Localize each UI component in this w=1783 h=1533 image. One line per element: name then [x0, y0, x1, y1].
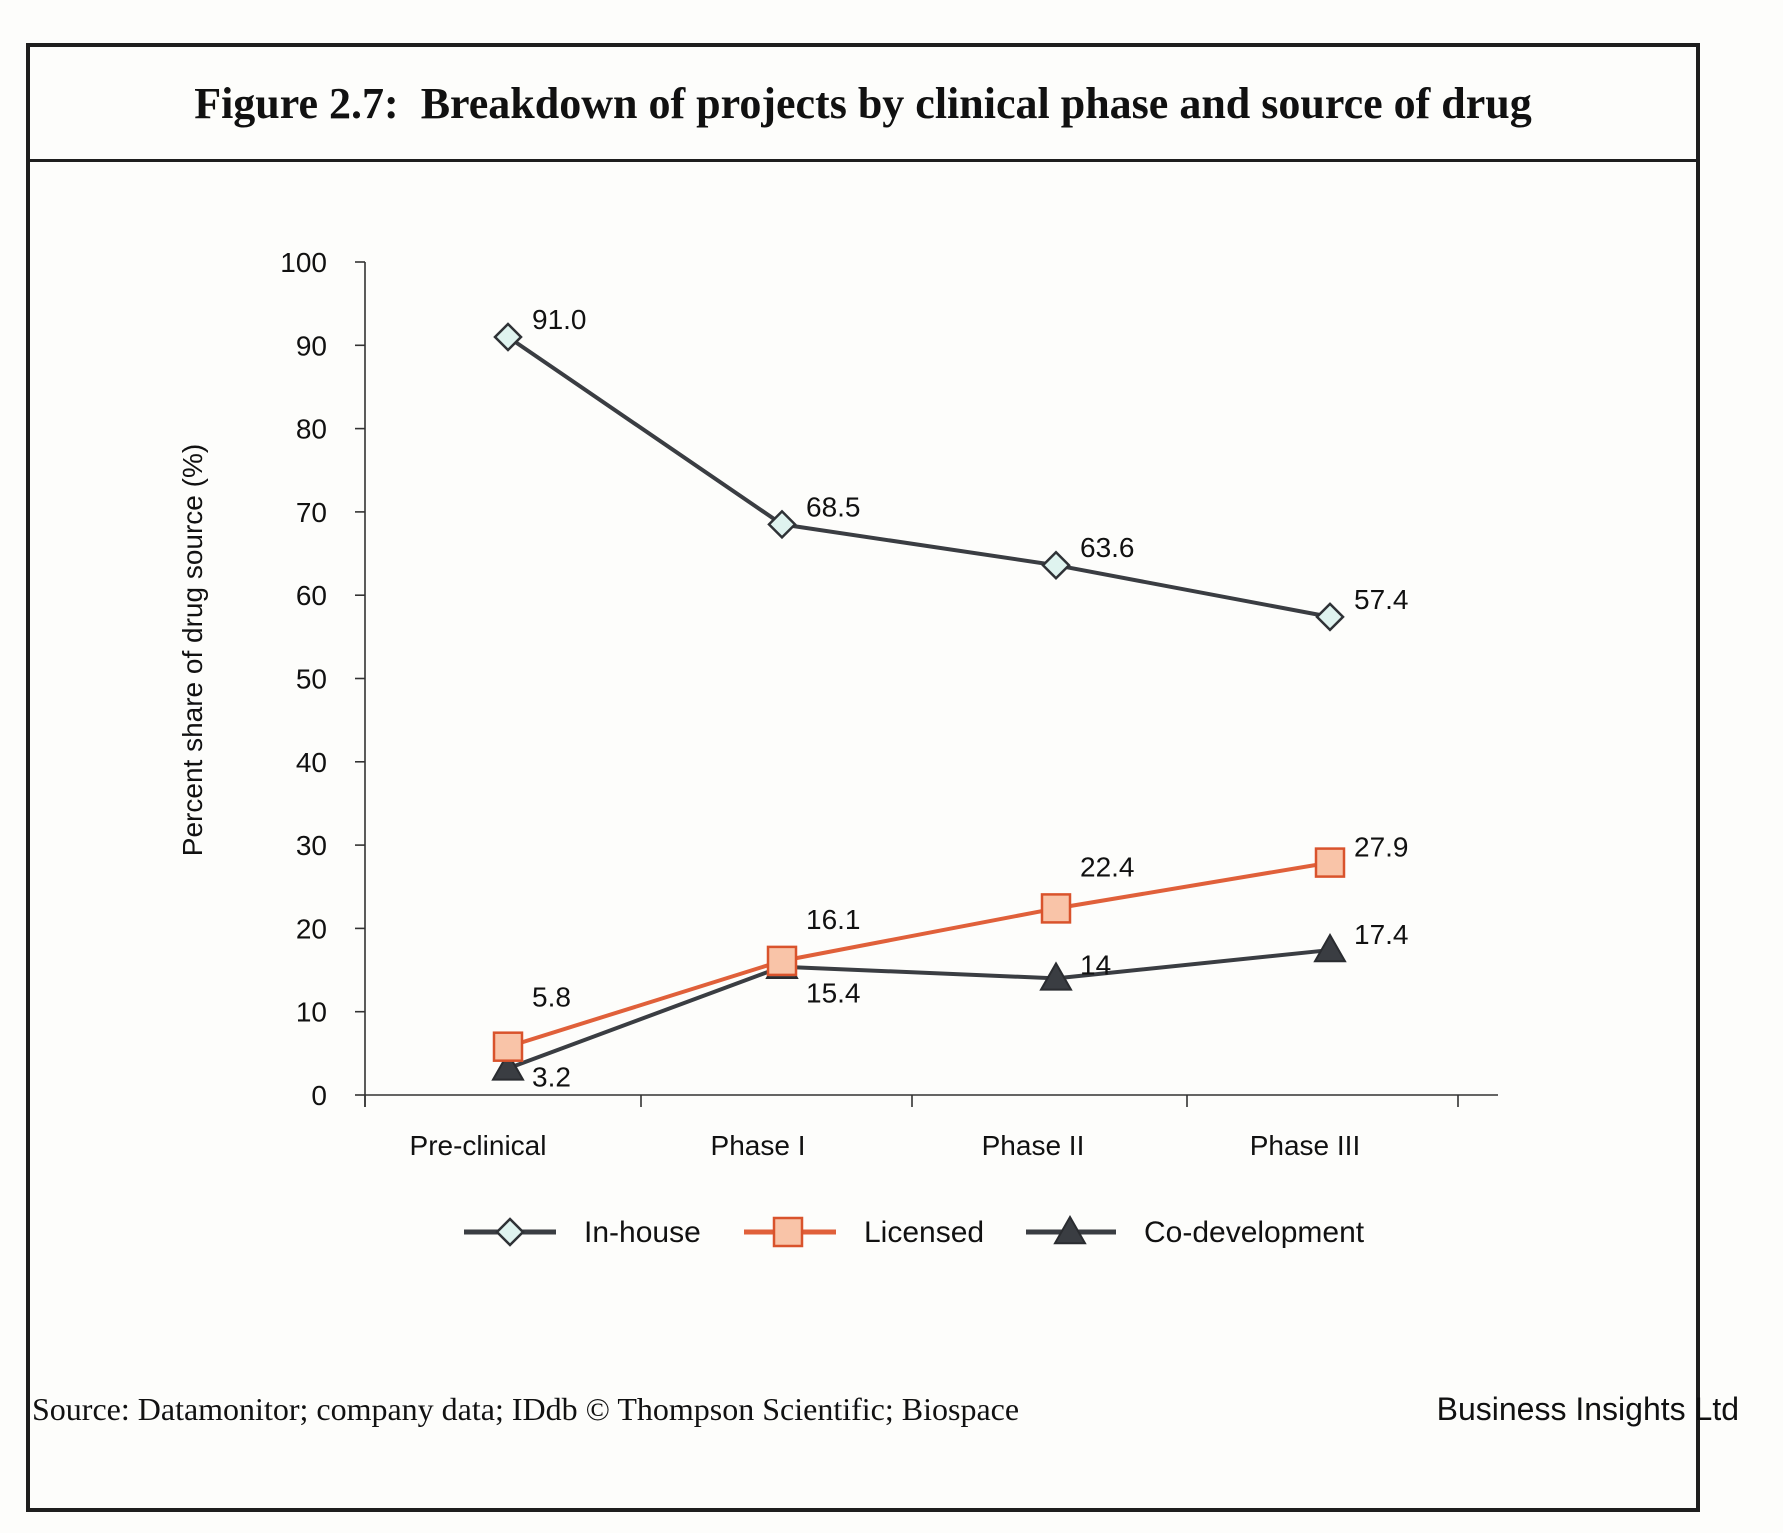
publisher-note: Business Insights Ltd [1436, 1391, 1739, 1427]
y-tick-label: 0 [311, 1080, 327, 1111]
point-co-development [1039, 961, 1073, 991]
point-in-house [1041, 550, 1071, 580]
y-tick-label: 80 [296, 414, 327, 445]
point-in-house [1315, 602, 1345, 632]
legend-marker-co-development [1053, 1214, 1087, 1245]
y-tick-label: 30 [296, 830, 327, 861]
data-label-in-house: 68.5 [806, 491, 861, 522]
legend-label-co-development: Co-development [1144, 1216, 1365, 1249]
series-line-licensed [507, 860, 1331, 1049]
title-bar: Figure 2.7: Breakdown of projects by cli… [30, 47, 1696, 162]
point-licensed [492, 1031, 524, 1062]
data-label-co-development: 17.4 [1354, 919, 1409, 950]
point-in-house [767, 509, 797, 540]
series-line-in-house [506, 335, 1331, 619]
data-label-licensed: 16.1 [806, 904, 861, 935]
data-label-licensed: 5.8 [532, 982, 571, 1013]
y-tick-label: 90 [296, 330, 327, 361]
point-licensed [766, 945, 798, 977]
legend-label-in-house: In-house [584, 1216, 701, 1249]
legend-marker-licensed [772, 1216, 804, 1248]
data-label-licensed: 22.4 [1080, 851, 1135, 882]
point-licensed [1314, 847, 1346, 878]
data-label-licensed: 27.9 [1354, 832, 1409, 863]
y-tick-label: 50 [296, 664, 327, 695]
point-in-house [493, 322, 523, 352]
figure-title: Figure 2.7: Breakdown of projects by cli… [194, 78, 1532, 128]
y-tick-label: 10 [296, 997, 327, 1028]
data-label-co-development: 15.4 [806, 978, 861, 1009]
point-co-development [1313, 933, 1347, 963]
y-tick-label: 20 [296, 913, 327, 944]
y-tick-label: 40 [296, 747, 327, 778]
point-co-development [491, 1051, 525, 1081]
legend-marker-in-house [495, 1217, 525, 1247]
data-label-in-house: 57.4 [1354, 584, 1409, 615]
data-label-co-development: 14 [1080, 949, 1111, 980]
x-tick-label: Phase III [1250, 1130, 1361, 1161]
legend-label-licensed: Licensed [864, 1216, 984, 1249]
x-tick-label: Pre-clinical [410, 1130, 547, 1161]
point-licensed [1040, 893, 1072, 924]
y-axis-label: Percent share of drug source (%) [177, 444, 208, 856]
data-label-co-development: 3.2 [532, 1061, 571, 1092]
y-tick-label: 70 [296, 497, 327, 528]
data-label-in-house: 91.0 [532, 304, 587, 335]
y-tick-label: 60 [296, 580, 327, 611]
series-line-co-development [507, 948, 1331, 1071]
data-label-in-house: 63.6 [1080, 532, 1135, 563]
x-tick-label: Phase II [982, 1130, 1085, 1161]
figure-frame: Figure 2.7: Breakdown of projects by cli… [26, 43, 1700, 1512]
x-tick-label: Phase I [711, 1130, 806, 1161]
source-note: Source: Datamonitor; company data; IDdb … [32, 1391, 1020, 1427]
y-tick-label: 100 [280, 247, 327, 278]
